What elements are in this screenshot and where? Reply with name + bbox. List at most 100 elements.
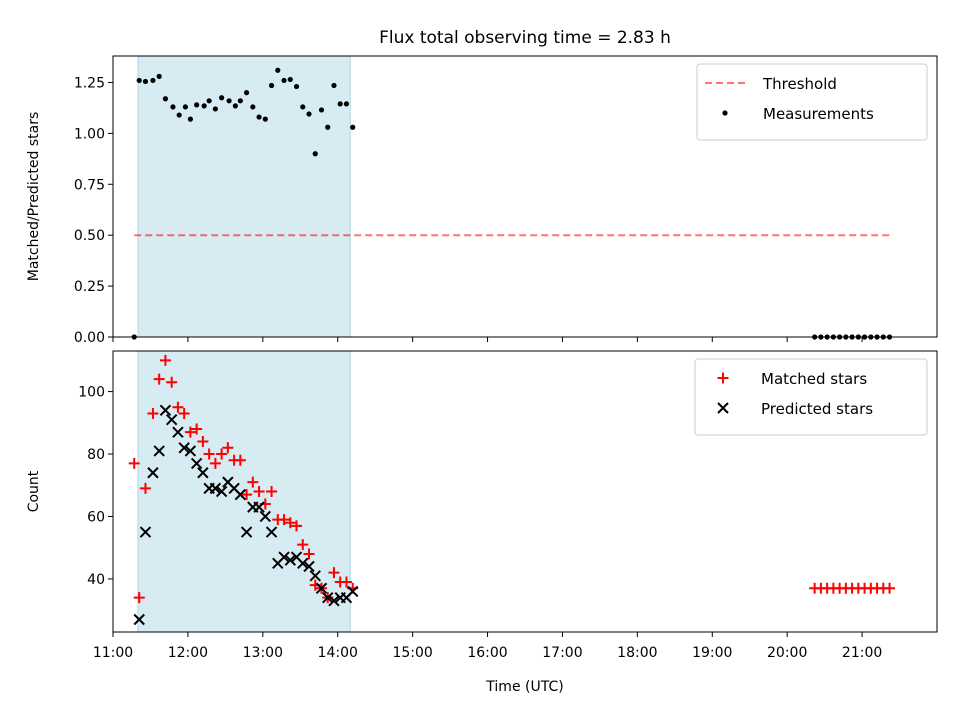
data-point [184, 445, 197, 457]
bottom-axes: 40 60 80 100 11:00 12:00 13:00 14:00 15:00 16:00 1… [26, 350, 938, 695]
data-point [136, 77, 142, 84]
data-point [278, 514, 290, 526]
data-point [219, 95, 225, 101]
data-point [191, 423, 203, 435]
data-point [216, 448, 228, 460]
data-point [222, 442, 234, 454]
legend-box [694, 358, 928, 436]
legend: Matched stars Predicted stars [694, 358, 928, 436]
legend: Threshold Measurements [696, 63, 928, 141]
x-tick-label: 11:00 [93, 645, 133, 661]
chart-title: Flux total observing time = 2.83 h [379, 28, 671, 48]
data-point [306, 111, 312, 117]
data-point [159, 404, 172, 417]
data-point [266, 486, 278, 497]
data-point [206, 98, 212, 104]
data-point [247, 476, 259, 488]
data-point [287, 76, 293, 83]
data-point [281, 77, 287, 84]
data-point [209, 482, 222, 495]
data-point [165, 413, 178, 426]
x-tick-label: 15:00 [392, 645, 432, 661]
data-point [166, 376, 178, 388]
data-point [328, 595, 340, 607]
observing-window-shade [137, 55, 351, 338]
data-point [133, 592, 145, 604]
y-tick-label: 0.50 [74, 228, 105, 244]
data-point [156, 73, 162, 79]
data-point [226, 98, 232, 104]
y-axis-label: Matched/Predicted stars [26, 112, 42, 282]
data-point [284, 554, 296, 566]
data-point [194, 102, 200, 108]
y-tick-label: 40 [87, 572, 105, 588]
y-tick-label: 0.25 [74, 279, 105, 295]
data-point [243, 90, 250, 96]
data-point [250, 104, 256, 110]
y-tick-label: 1.00 [74, 126, 105, 142]
data-point [303, 560, 315, 573]
data-point [240, 526, 253, 538]
data-point [162, 96, 169, 102]
legend-label: Matched stars [761, 370, 867, 388]
data-point [159, 354, 171, 366]
data-point [343, 101, 350, 107]
y-axis-label: Count [26, 470, 42, 512]
x-tick-label: 18:00 [617, 645, 657, 661]
data-point [291, 520, 303, 532]
data-point [300, 104, 306, 110]
data-point [172, 426, 184, 438]
data-point [150, 77, 156, 84]
data-point [201, 103, 207, 109]
y-tick-label: 0.75 [74, 177, 105, 193]
x-tick-label: 17:00 [542, 645, 582, 661]
top-axes: 0.00 0.25 0.50 0.75 1.00 1.25 Matched/Predicte… [26, 55, 938, 346]
data-point [176, 112, 182, 118]
data-point [142, 78, 149, 85]
data-point [203, 448, 215, 460]
data-point [197, 467, 209, 479]
legend-label: Measurements [763, 105, 874, 123]
data-point [139, 482, 151, 494]
data-point [309, 570, 321, 582]
data-point [318, 107, 325, 113]
data-point [340, 576, 352, 588]
data-point [303, 548, 315, 560]
x-tick-label: 16:00 [467, 645, 507, 661]
data-point [147, 407, 159, 419]
legend-marker [722, 110, 728, 116]
data-point [322, 591, 334, 604]
data-point [328, 567, 340, 579]
data-point [241, 489, 253, 501]
data-point [350, 124, 356, 130]
series-matched-stars [128, 354, 896, 604]
data-point [215, 485, 228, 498]
data-point [884, 582, 896, 594]
data-point [284, 517, 296, 529]
x-tick-label: 19:00 [692, 645, 732, 661]
data-point [278, 551, 290, 563]
data-point [253, 486, 265, 497]
data-point [337, 101, 343, 107]
x-tick-label: 14:00 [318, 645, 358, 661]
data-point [153, 373, 165, 385]
data-point [331, 82, 337, 89]
y-tick-label: 0.00 [74, 330, 105, 346]
data-point [237, 98, 243, 104]
data-point [212, 106, 218, 112]
legend-label: Threshold [762, 75, 837, 93]
x-tick-label: 20:00 [767, 645, 807, 661]
data-point [209, 457, 221, 469]
x-tick-label: 12:00 [168, 645, 208, 661]
data-point [265, 526, 278, 538]
legend-marker [717, 402, 729, 414]
data-point [259, 510, 272, 523]
data-point [147, 467, 159, 479]
y-tick-label: 80 [87, 447, 105, 463]
data-point [190, 457, 203, 470]
x-tick-label: 13:00 [243, 645, 283, 661]
data-point [275, 67, 281, 73]
data-point [172, 401, 184, 413]
data-point [297, 557, 309, 570]
